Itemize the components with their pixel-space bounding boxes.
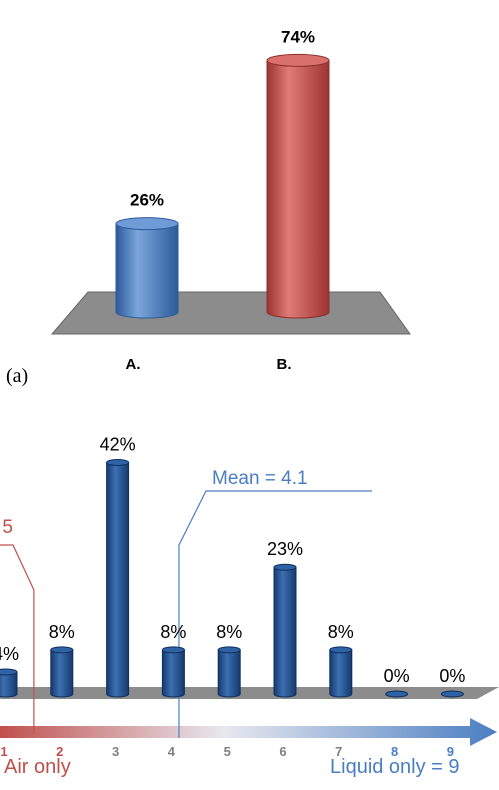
mean-callout-label: Mean = 4.1 <box>212 468 308 489</box>
data-label-a-1: 26% <box>130 191 164 210</box>
chart-b-floor <box>0 687 499 699</box>
data-label-b-5: 8% <box>216 622 242 642</box>
tick-label-b-5: 5 <box>224 744 231 759</box>
tick-label-b-2: 2 <box>56 744 63 759</box>
data-label-b-9: 0% <box>439 666 465 686</box>
data-label-b-3: 42% <box>100 435 136 455</box>
data-label-b-1: 4% <box>0 644 19 664</box>
tick-label-b-6: 6 <box>279 744 286 759</box>
data-label-b-8: 0% <box>384 666 410 686</box>
bar-b-7 <box>329 646 353 698</box>
left-callout-label: 5 <box>2 517 13 538</box>
bar-b-6 <box>273 563 297 698</box>
chart-b-axis-arrow <box>0 718 497 746</box>
left-callout-leader <box>0 544 35 734</box>
chart-a: 26% 74% A. B. <box>50 27 411 373</box>
tick-label-b-3: 3 <box>112 744 119 759</box>
tick-label-b-1: 1 <box>0 744 7 759</box>
tick-label-a-2: B. <box>277 356 292 373</box>
tick-label-b-4: 4 <box>168 744 176 759</box>
data-label-b-2: 8% <box>49 622 75 642</box>
bar-b-8 <box>385 690 409 698</box>
air-only-label: Air only <box>4 756 71 778</box>
liquid-only-label: Liquid only = 9 <box>330 756 460 778</box>
data-label-b-4: 8% <box>160 622 186 642</box>
bar-b-4 <box>161 646 185 698</box>
data-label-a-2: 74% <box>281 27 315 46</box>
tick-label-b-7: 7 <box>335 744 342 759</box>
data-label-b-6: 23% <box>267 539 303 559</box>
data-label-b-7: 8% <box>328 622 354 642</box>
bar-b-3 <box>106 459 130 698</box>
bar-a-1 <box>115 217 179 319</box>
tick-label-b-8: 8 <box>391 744 398 759</box>
tick-label-a-1: A. <box>126 356 141 373</box>
panel-label: (a) <box>6 365 29 387</box>
bar-b-2 <box>50 646 74 698</box>
bar-b-9 <box>440 690 464 698</box>
bar-a-2 <box>266 53 330 319</box>
tick-label-b-9: 9 <box>447 744 454 759</box>
bar-b-1 <box>0 668 18 698</box>
bar-b-5 <box>217 646 241 698</box>
mean-callout-leader <box>178 490 372 738</box>
